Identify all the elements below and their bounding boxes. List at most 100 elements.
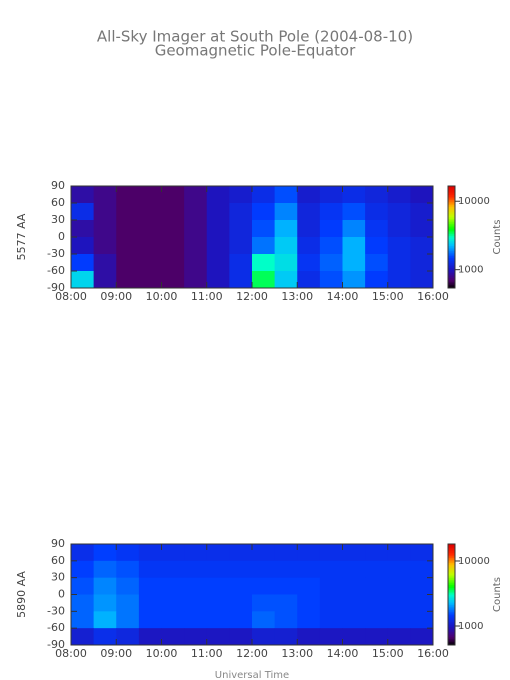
- colorbar-segment: [448, 265, 455, 269]
- colorbar-segment: [448, 581, 455, 584]
- colorbar-segment: [448, 624, 455, 627]
- colorbar-segment: [448, 255, 455, 258]
- colorbar-segment: [448, 267, 455, 270]
- heatmap-cell: [184, 254, 208, 272]
- heatmap-cell: [319, 560, 343, 579]
- heatmap-cell: [71, 594, 95, 612]
- heatmap-cell: [297, 254, 321, 272]
- heatmap-cell: [206, 628, 230, 646]
- colorbar-segment: [448, 560, 455, 564]
- colorbar-segment: [448, 569, 455, 572]
- colorbar-segment: [448, 186, 455, 189]
- colorbar-segment: [448, 614, 455, 617]
- y-tick-label: 0: [58, 588, 65, 601]
- colorbar-segment: [448, 602, 455, 606]
- colorbar-segment: [448, 286, 455, 289]
- colorbar-segment: [448, 203, 455, 206]
- heatmap-cell: [342, 186, 366, 204]
- colorbar-segment: [448, 209, 455, 212]
- heatmap-cell: [93, 186, 117, 204]
- heatmap-cell: [116, 237, 140, 255]
- heatmap-cell: [387, 560, 411, 579]
- heatmap-cell: [274, 628, 298, 646]
- colorbar-segment: [448, 201, 455, 204]
- heatmap-cell: [365, 628, 389, 646]
- x-tick-label: 14:00: [327, 647, 359, 660]
- colorbar-segment: [448, 254, 455, 257]
- x-tick-label: 13:00: [281, 290, 313, 303]
- heatmap-cell: [71, 203, 95, 221]
- heatmap-cell: [93, 594, 117, 612]
- heatmap-cell: [342, 220, 366, 238]
- heatmap-cell: [252, 594, 276, 612]
- heatmap-cell: [274, 544, 298, 562]
- y-tick-label: 30: [51, 571, 65, 584]
- colorbar-segment: [448, 260, 455, 263]
- heatmap-cell: [161, 628, 185, 646]
- colorbar-segment: [448, 276, 455, 279]
- heatmap-cell: [93, 254, 117, 272]
- heatmap-cell: [252, 254, 276, 272]
- heatmap-cell: [342, 594, 366, 612]
- colorbar-segment: [448, 547, 455, 550]
- colorbar-segment: [448, 208, 455, 211]
- heatmap-cell: [319, 186, 343, 204]
- heatmap-cell: [410, 254, 434, 272]
- x-tick-label: 11:00: [191, 647, 223, 660]
- heatmap-cell: [252, 611, 276, 629]
- colorbar-tick-label: 1000: [458, 621, 483, 632]
- heatmap-cell: [93, 203, 117, 221]
- heatmap-cell: [138, 237, 162, 255]
- colorbar-label: Counts: [492, 220, 503, 255]
- heatmap-cell: [319, 628, 343, 646]
- heatmap-cell: [319, 203, 343, 221]
- heatmap-cell: [252, 237, 276, 255]
- colorbar-segment: [448, 586, 455, 589]
- colorbar-segment: [448, 252, 455, 255]
- heatmap-cell: [387, 544, 411, 562]
- heatmap-cell: [138, 594, 162, 612]
- heatmap-cell: [229, 271, 253, 289]
- heatmap-cell: [342, 628, 366, 646]
- colorbar-segment: [448, 567, 455, 570]
- heatmap-cell: [387, 254, 411, 272]
- colorbar-segment: [448, 554, 455, 557]
- heatmap-cell: [161, 203, 185, 221]
- chart-subtitle: Geomagnetic Pole-Equator: [155, 42, 356, 60]
- heatmap-cell: [297, 544, 321, 562]
- colorbar-segment: [448, 214, 455, 218]
- heatmap-cell: [274, 203, 298, 221]
- colorbar-segment: [448, 271, 455, 274]
- colorbar-segment: [448, 225, 455, 228]
- heatmap-cell: [410, 544, 434, 562]
- x-tick-label: 08:00: [55, 647, 87, 660]
- heatmap-cell: [342, 611, 366, 629]
- x-tick-label: 11:00: [191, 290, 223, 303]
- heatmap-cell: [387, 271, 411, 289]
- colorbar-segment: [448, 240, 455, 243]
- y-tick-label: 90: [51, 537, 65, 550]
- colorbar-segment: [448, 565, 455, 569]
- heatmap-cell: [410, 611, 434, 629]
- colorbar-segment: [448, 606, 455, 609]
- heatmap-cell: [184, 544, 208, 562]
- heatmap-cell: [229, 186, 253, 204]
- colorbar-segment: [448, 587, 455, 590]
- heatmap-cell: [229, 594, 253, 612]
- heatmap-cell: [229, 220, 253, 238]
- heatmap-cell: [184, 594, 208, 612]
- heatmap-cell: [274, 220, 298, 238]
- colorbar-segment: [448, 235, 455, 238]
- heatmap-cell: [184, 628, 208, 646]
- heatmap-cell: [138, 611, 162, 629]
- heatmap-cell: [206, 594, 230, 612]
- heatmap-cell: [184, 237, 208, 255]
- colorbar-segment: [448, 282, 455, 286]
- colorbar-segment: [448, 618, 455, 621]
- heatmap-cell: [116, 560, 140, 579]
- colorbar-segment: [448, 584, 455, 587]
- heatmap-cell: [229, 628, 253, 646]
- colorbar-segment: [448, 592, 455, 595]
- heatmap-cell: [297, 237, 321, 255]
- heatmap-cell: [365, 577, 389, 595]
